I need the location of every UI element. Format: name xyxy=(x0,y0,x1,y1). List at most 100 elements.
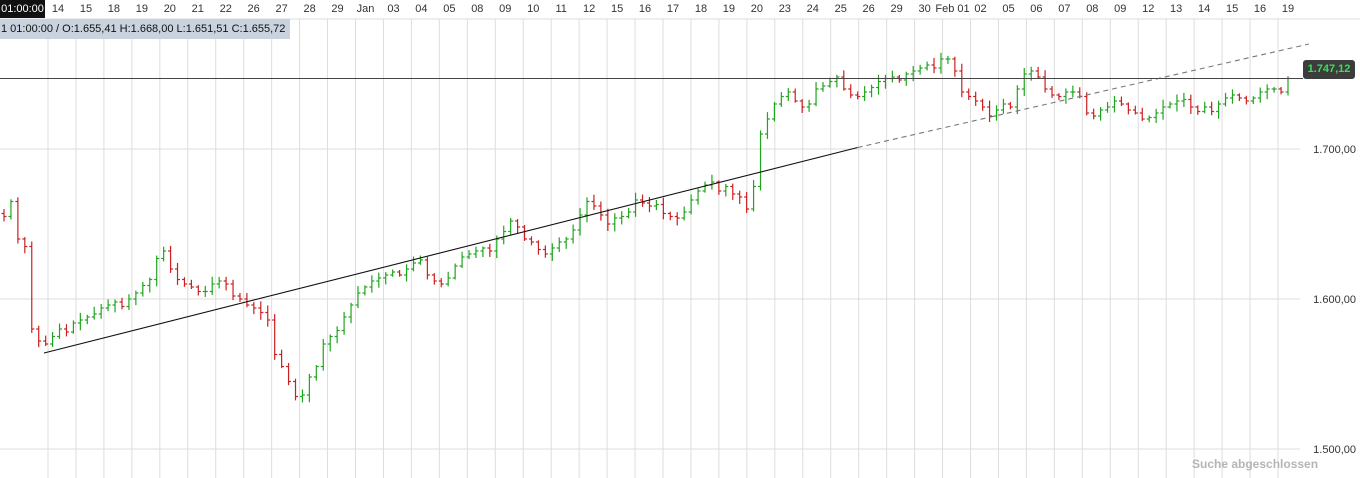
ohlc-bar xyxy=(279,349,285,369)
ohlc-bar xyxy=(466,250,472,260)
ohlc-bar xyxy=(987,100,993,122)
x-tick-label: 13 xyxy=(1170,3,1182,15)
ohlc-bar xyxy=(376,272,382,288)
trendlines[interactable] xyxy=(0,43,1309,354)
ohlc-bar xyxy=(1264,84,1270,100)
ohlc-bar xyxy=(667,211,673,221)
ohlc-bar xyxy=(1153,108,1159,124)
ohlc-bar xyxy=(1105,102,1111,113)
x-tick-label: 29 xyxy=(891,3,903,15)
ohlc-bar xyxy=(147,277,153,293)
x-tick-label: 15 xyxy=(80,3,92,15)
ohlc-bar xyxy=(251,301,257,315)
x-tick-label: 15 xyxy=(1226,3,1238,15)
ohlc-bar xyxy=(57,323,63,339)
x-tick-label: 08 xyxy=(1086,3,1098,15)
x-tick-label: 21 xyxy=(192,3,204,15)
ohlc-bar xyxy=(390,269,396,277)
ohlc-bar xyxy=(1084,92,1090,116)
x-tick-label: 19 xyxy=(1282,3,1294,15)
x-tick-label: 12 xyxy=(1142,3,1154,15)
ohlc-bar xyxy=(980,98,986,111)
ohlc-bar xyxy=(369,275,375,293)
ohlc-readout: 1 01:00:00 / O:1.655,41 H:1.668,00 L:1.6… xyxy=(0,19,291,39)
y-tick-label: 1.500,00 xyxy=(1313,444,1356,456)
ohlc-bar xyxy=(91,306,97,320)
ohlc-bar xyxy=(827,77,833,88)
ohlc-bar xyxy=(626,207,632,219)
ohlc-bar xyxy=(917,64,923,75)
ohlc-bar xyxy=(445,271,451,287)
ohlc-bar xyxy=(1278,87,1284,95)
ohlc-bar xyxy=(355,286,361,309)
ohlc-bar xyxy=(154,255,160,287)
x-tick-label: 11 xyxy=(555,3,566,15)
time-badge: 01:00:00 xyxy=(0,0,45,18)
ohlc-bar xyxy=(119,297,125,310)
ohlc-bar xyxy=(452,263,458,280)
ohlc-bar xyxy=(1257,87,1263,103)
x-tick-label: 09 xyxy=(1114,3,1126,15)
ohlc-bar xyxy=(584,197,590,223)
ohlc-bar xyxy=(22,237,28,254)
trendline-extension[interactable] xyxy=(857,43,1309,149)
ohlc-bar xyxy=(1091,108,1097,120)
ohlc-bar xyxy=(230,279,236,301)
x-tick-label: 04 xyxy=(415,3,427,15)
y-tick-label: 1.700,00 xyxy=(1313,144,1356,156)
x-tick-label: 07 xyxy=(1058,3,1070,15)
ohlc-bar xyxy=(730,183,736,200)
ohlc-bar xyxy=(1021,67,1027,97)
ohlc-bar xyxy=(1049,86,1055,98)
ohlc-bar xyxy=(674,212,680,226)
ohlc-bar xyxy=(1070,85,1076,98)
ohlc-bar xyxy=(799,99,805,113)
ohlc-bar xyxy=(161,246,167,262)
ohlc-bar xyxy=(50,332,56,347)
x-tick-label: 28 xyxy=(303,3,315,15)
ohlc-bar xyxy=(1160,99,1166,120)
ohlc-bar xyxy=(1271,86,1277,93)
ohlc-bar xyxy=(188,279,194,290)
ohlc-bar xyxy=(640,194,646,207)
ohlc-bar xyxy=(556,237,562,253)
x-tick-label: 17 xyxy=(667,3,679,15)
ohlc-bar xyxy=(244,293,250,308)
ohlc-bar xyxy=(723,183,729,197)
x-tick-label: 12 xyxy=(583,3,595,15)
x-tick-label: 26 xyxy=(248,3,260,15)
ohlc-bar xyxy=(653,199,659,211)
ohlc-bar xyxy=(612,213,618,232)
ohlc-bar xyxy=(862,86,868,101)
ohlc-bar xyxy=(362,285,368,296)
ohlc-bar xyxy=(744,191,750,213)
ohlc-bar xyxy=(1216,100,1222,119)
ohlc-bar xyxy=(299,389,305,403)
y-tick-labels: 1.500,00 1.600,00 1.700,00 xyxy=(1313,144,1356,456)
trendline[interactable] xyxy=(43,146,858,354)
x-tick-labels: 14 15 18 19 20 21 22 26 27 28 29 Jan 03 04 05 08 09 10 11 1… xyxy=(52,3,1294,15)
ohlc-bar xyxy=(876,74,882,95)
ohlc-bar xyxy=(764,112,770,139)
ohlc-bar xyxy=(293,378,299,401)
ohlc-bar xyxy=(771,101,777,122)
ohlc-bar xyxy=(84,314,90,325)
ohlc-bar xyxy=(98,303,104,319)
ohlc-bar xyxy=(133,290,139,306)
x-tick-label: 02 xyxy=(974,3,986,15)
grid xyxy=(0,18,1360,478)
ohlc-bar xyxy=(473,246,479,258)
ohlc-bar xyxy=(209,276,215,295)
ohlc-bar xyxy=(383,272,389,285)
ohlc-bar xyxy=(855,91,861,100)
x-tick-label: 25 xyxy=(835,3,847,15)
ohlc-bar xyxy=(29,241,35,333)
ohlc-bar xyxy=(549,243,555,261)
x-tick-label: 06 xyxy=(1030,3,1042,15)
ohlc-bar xyxy=(459,251,465,269)
x-tick-label: 18 xyxy=(108,3,120,15)
ohlc-bar xyxy=(480,246,486,258)
ohlc-bar xyxy=(320,338,326,371)
